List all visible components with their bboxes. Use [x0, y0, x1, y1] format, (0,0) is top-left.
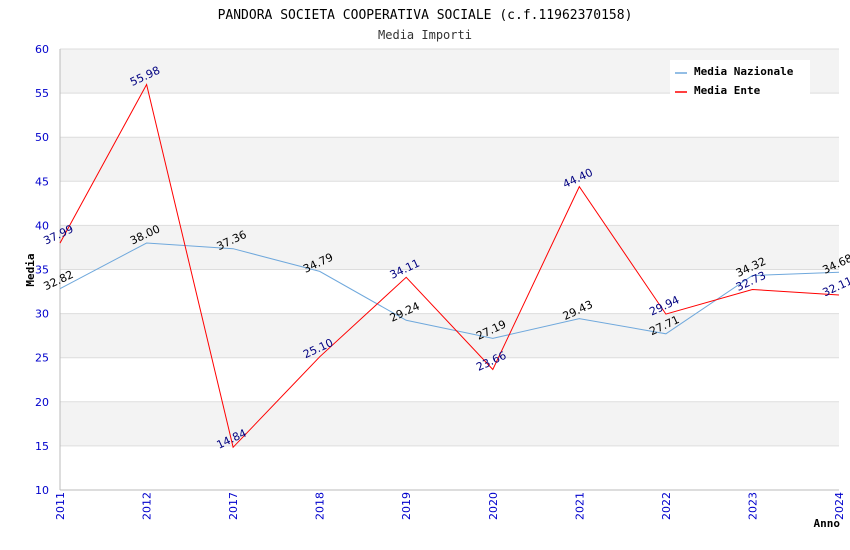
grid-band	[60, 401, 839, 446]
series-line-media-nazionale	[59, 242, 840, 339]
y-tick-label: 30	[35, 308, 49, 321]
grid-band	[60, 445, 839, 490]
y-tick-label: 55	[35, 87, 49, 100]
y-tick-label: 25	[35, 352, 49, 365]
y-axis-label: Media	[24, 253, 37, 286]
grid-band	[60, 225, 839, 270]
grid-band	[60, 137, 839, 182]
y-tick-labels: 10 15 20 25 30 35 40 45 50 55 60	[35, 43, 49, 497]
chart-title: PANDORA SOCIETA COOPERATIVA SOCIALE (c.f…	[218, 8, 633, 23]
grid-band	[60, 181, 839, 226]
legend-box	[670, 60, 810, 100]
axes	[59, 49, 839, 491]
y-tick-label: 35	[35, 264, 49, 277]
legend: Media Nazionale Media Ente	[670, 60, 810, 100]
y-tick-label: 45	[35, 175, 49, 188]
x-tick-label: 2019	[400, 492, 413, 520]
x-tick-label: 2017	[227, 492, 240, 520]
x-tick-label: 2021	[573, 492, 586, 520]
x-tick-label: 2012	[141, 492, 154, 520]
legend-label-ente: Media Ente	[694, 84, 761, 97]
legend-label-nazionale: Media Nazionale	[694, 65, 794, 78]
x-tick-label: 2023	[746, 492, 759, 520]
grid-band	[60, 93, 839, 138]
y-tick-label: 60	[35, 43, 49, 56]
x-tick-label: 2022	[660, 492, 673, 520]
x-tick-label: 2020	[487, 492, 500, 520]
grid-band	[60, 269, 839, 314]
grid-bands	[60, 49, 839, 490]
series-lines	[59, 83, 840, 449]
chart-subtitle: Media Importi	[378, 28, 472, 42]
x-tick-label: 2018	[314, 492, 327, 520]
y-tick-label: 40	[35, 219, 49, 232]
y-tick-label: 20	[35, 396, 49, 409]
y-tick-label: 50	[35, 131, 49, 144]
y-tick-label: 15	[35, 440, 49, 453]
x-tick-label: 2011	[54, 492, 67, 520]
series-line-media-ente	[59, 83, 840, 449]
grid-band	[60, 357, 839, 402]
x-tick-label: 2024	[833, 492, 846, 520]
grid-band	[60, 313, 839, 358]
x-axis-label: Anno	[814, 517, 841, 530]
y-tick-label: 10	[35, 484, 49, 497]
x-tick-labels: 2011 2012 2017 2018 2019 2020 2021 2022 2023 2024	[54, 492, 846, 520]
